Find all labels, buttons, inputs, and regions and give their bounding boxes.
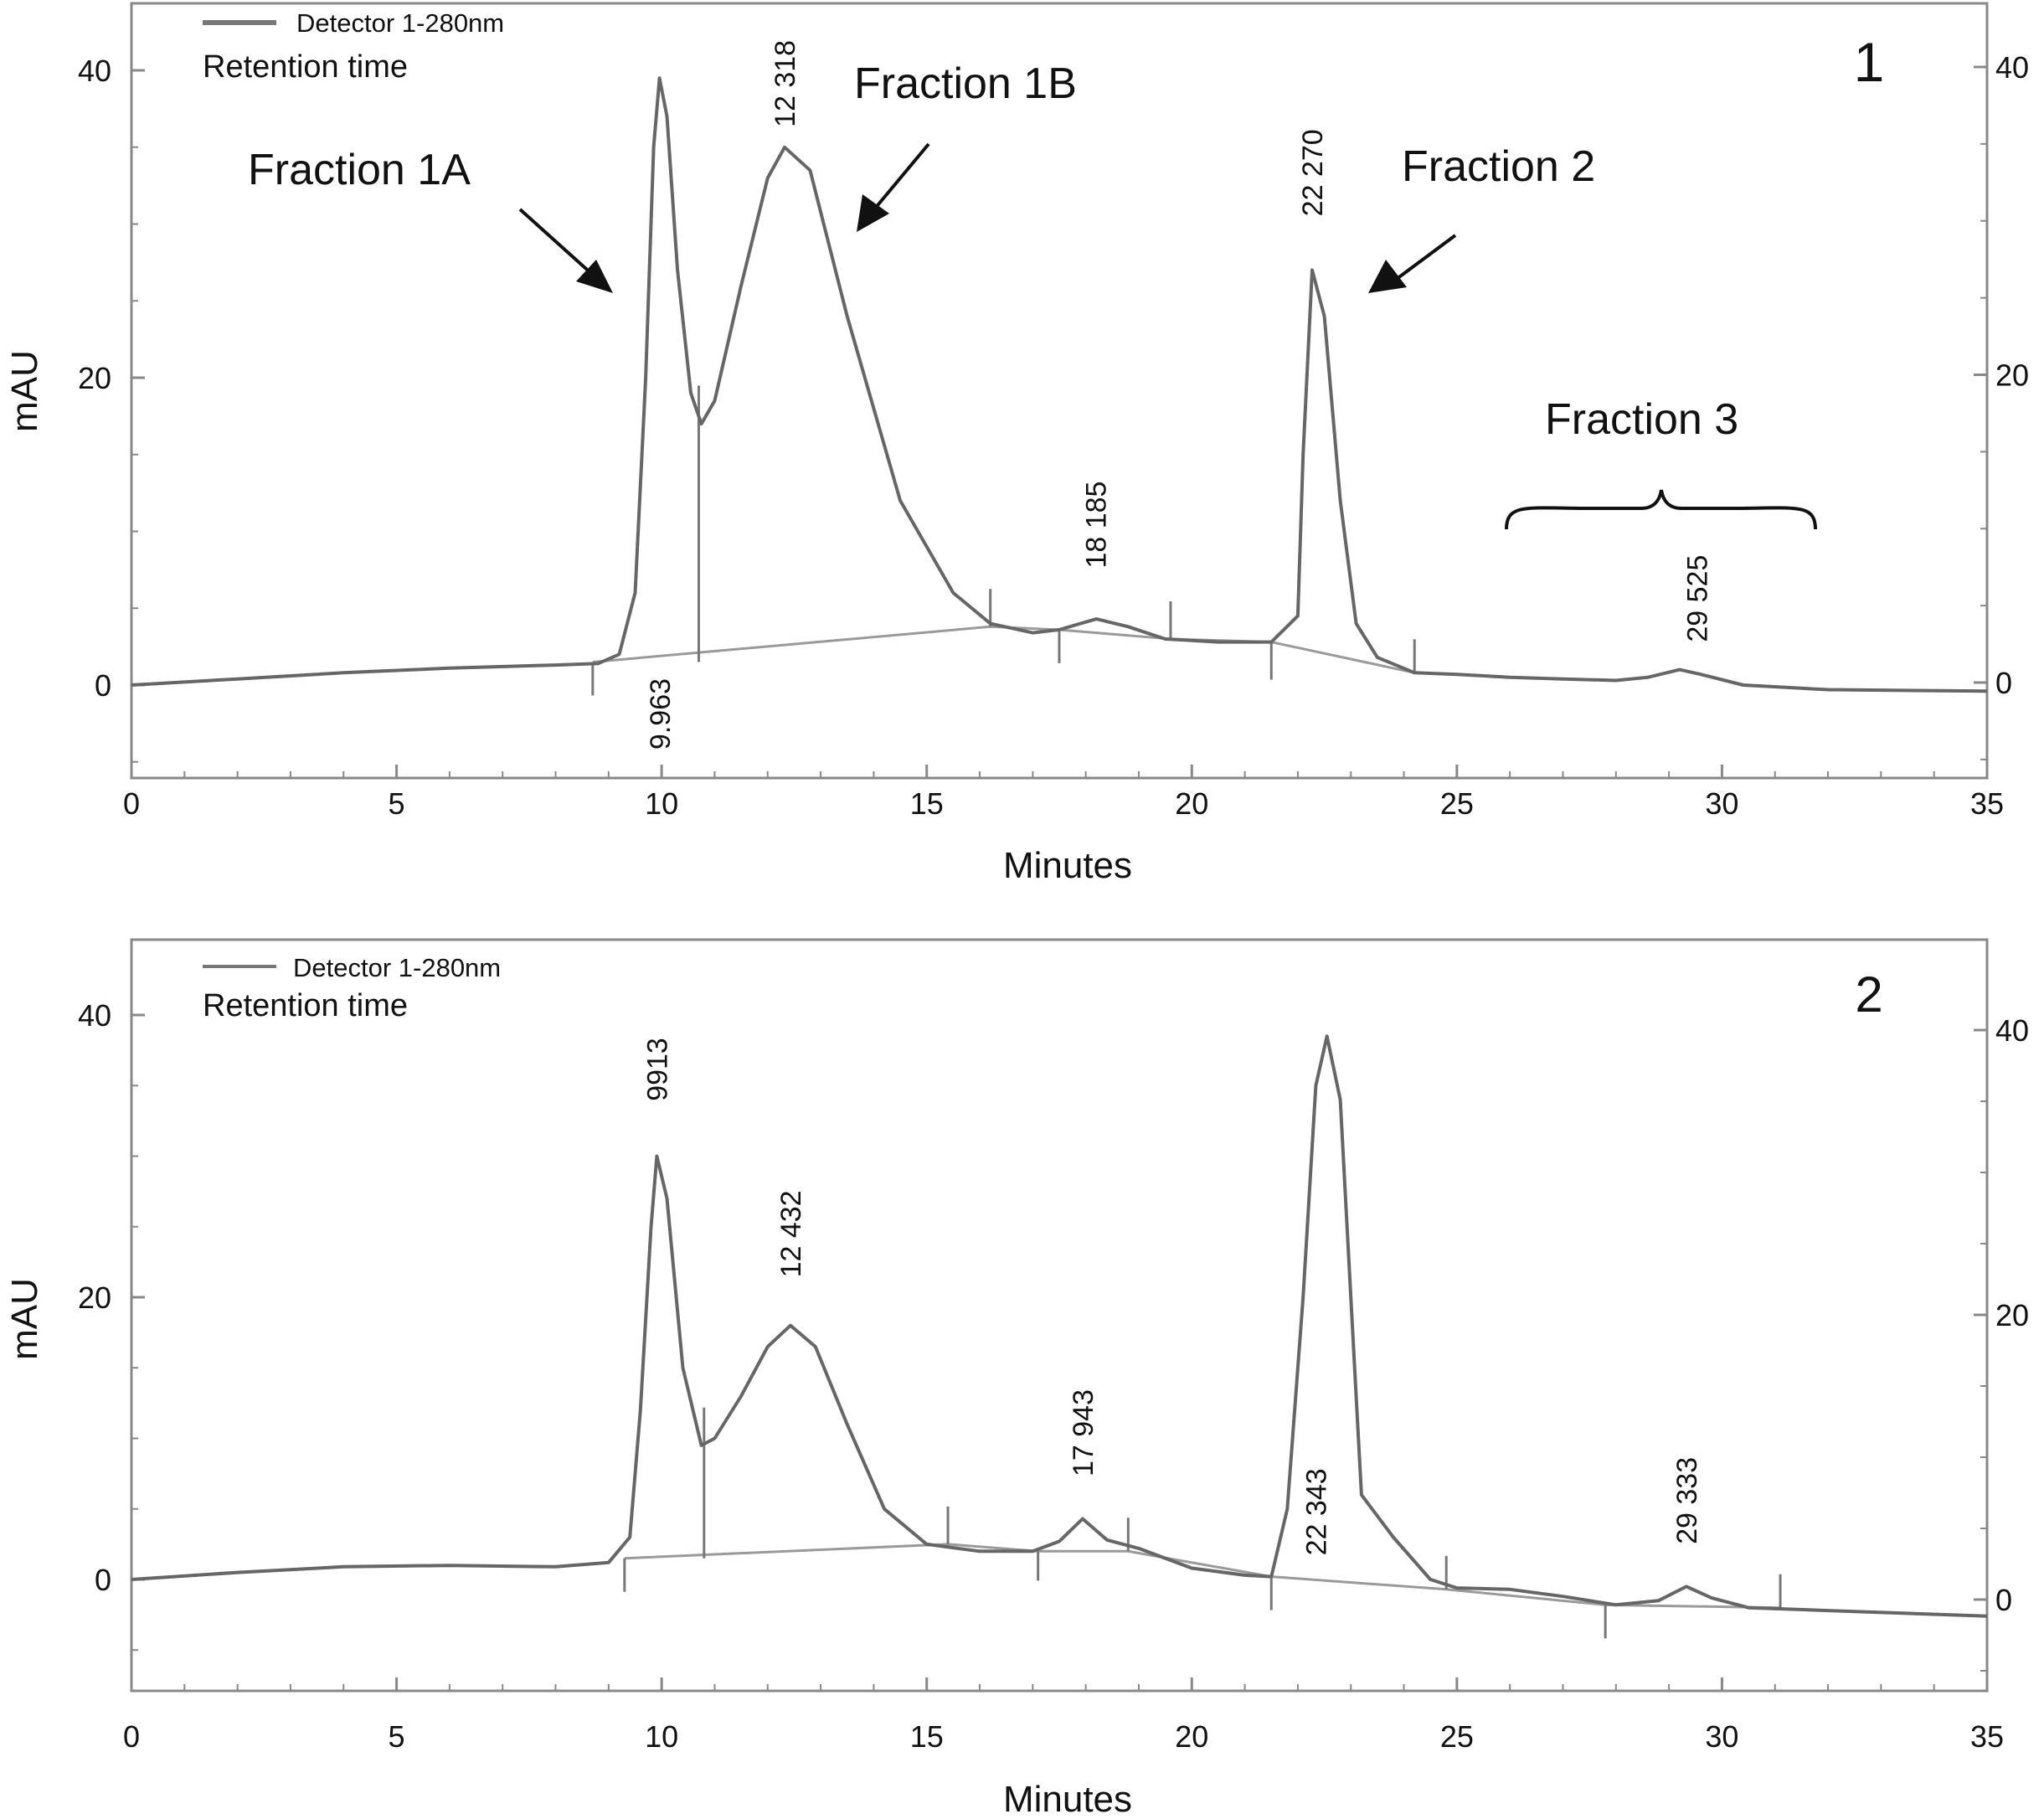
peak-retention-label: 29 525: [1681, 555, 1713, 642]
x-tick-label: 20: [1175, 1719, 1208, 1754]
panel-label: 2: [1855, 966, 1882, 1023]
peak-labels: 9913 12 432 17 943 22 343 29 333: [642, 1038, 1704, 1555]
legend: Detector 1-280nm: [203, 8, 504, 38]
peak-retention-label: 18 185: [1080, 482, 1112, 569]
y-tick-label-right: 20: [1995, 1298, 2029, 1332]
peak-retention-label: 22 270: [1297, 129, 1329, 216]
x-tick-label: 35: [1970, 786, 2004, 821]
x-tick-label: 10: [645, 786, 678, 821]
y-tick-label-left: 20: [78, 361, 111, 395]
y-tick-label-left: 0: [95, 1563, 111, 1597]
fraction-annotations: Fraction 1A Fraction 1B Fraction 2 Fract…: [248, 59, 1817, 530]
chromatogram-panel-1: Detector 1-280nm Retention time 1 Minute…: [4, 2, 2029, 886]
arrow-fraction-1b: [857, 142, 930, 232]
y-tick-label-left: 0: [95, 668, 111, 703]
chromatogram-trace: [131, 1034, 1988, 1618]
peak-retention-label: 29 333: [1671, 1457, 1703, 1544]
y-tick-label-right: 40: [1995, 50, 2029, 85]
y-tick-label-right: 0: [1995, 666, 2012, 700]
x-tick-label: 0: [123, 1719, 140, 1754]
arrow-fraction-1a: [518, 208, 613, 293]
x-tick-label: 20: [1175, 786, 1208, 821]
x-tick-label: 15: [910, 1719, 944, 1754]
series-layer: [131, 76, 1988, 693]
y-tick-label-right: 20: [1995, 358, 2029, 393]
plot-frame: [130, 938, 1989, 1693]
x-tick-label: 5: [389, 1719, 405, 1754]
plot-frame: [130, 2, 1989, 780]
y-tick-label-left: 40: [78, 998, 111, 1033]
fraction-3-brace: [1505, 489, 1817, 530]
x-tick-label: 10: [645, 1719, 678, 1754]
x-axis-label: Minutes: [1003, 1779, 1132, 1819]
peak-retention-label: 12 318: [770, 40, 801, 127]
tick-labels: 0 5 10 15 20 25 30 35 0 0 20 20 40 40: [78, 50, 2029, 821]
baseline-layer: [591, 385, 1416, 696]
peak-retention-label: 17 943: [1068, 1389, 1099, 1476]
peak-retention-label: 9.963: [645, 678, 677, 750]
axis-ticks: [130, 1013, 1989, 1691]
arrow-fraction-2: [1368, 234, 1457, 293]
peak-retention-label: 22 343: [1301, 1468, 1333, 1555]
x-tick-label: 5: [389, 786, 405, 821]
y-tick-label-left: 40: [78, 54, 111, 88]
y-tick-label-right: 40: [1995, 1013, 2029, 1048]
peak-retention-label: 12 432: [775, 1190, 807, 1277]
x-tick-label: 30: [1705, 1719, 1738, 1754]
y-axis-label: mAU: [4, 1278, 45, 1360]
x-tick-label: 25: [1440, 786, 1474, 821]
integration-baseline: [624, 1543, 1781, 1610]
series-layer: [131, 1034, 1988, 1618]
subtitle: Retention time: [203, 49, 408, 85]
integration-baseline: [592, 625, 1415, 674]
y-axis-label: mAU: [4, 350, 45, 432]
annotation-fraction-1b: Fraction 1B: [854, 59, 1077, 108]
legend: Detector 1-280nm: [203, 953, 501, 982]
panel-label: 1: [1854, 31, 1885, 93]
baseline-layer: [623, 1407, 1782, 1639]
chromatogram-panel-2: Detector 1-280nm Retention time 2 Minute…: [4, 938, 2029, 1819]
annotation-fraction-2: Fraction 2: [1402, 142, 1595, 191]
y-tick-label-left: 20: [78, 1281, 111, 1315]
chromatogram-trace: [131, 76, 1988, 693]
legend-label: Detector 1-280nm: [296, 8, 504, 38]
annotation-fraction-1a: Fraction 1A: [248, 146, 471, 194]
x-tick-label: 15: [910, 786, 944, 821]
subtitle: Retention time: [203, 988, 408, 1023]
x-tick-label: 35: [1970, 1719, 2004, 1754]
x-axis-label: Minutes: [1003, 845, 1132, 886]
legend-label: Detector 1-280nm: [293, 953, 501, 982]
peak-retention-label: 9913: [642, 1038, 674, 1101]
x-tick-label: 0: [123, 786, 140, 821]
y-tick-label-right: 0: [1995, 1583, 2012, 1617]
x-tick-label: 30: [1705, 786, 1738, 821]
x-tick-label: 25: [1440, 1719, 1474, 1754]
peak-labels: 9.963 12 318 18 185 22 270 29 525: [645, 40, 1714, 750]
tick-labels: 0 5 10 15 20 25 30 35 0 0 20 20 40 40: [78, 998, 2029, 1754]
annotation-fraction-3: Fraction 3: [1545, 395, 1738, 444]
